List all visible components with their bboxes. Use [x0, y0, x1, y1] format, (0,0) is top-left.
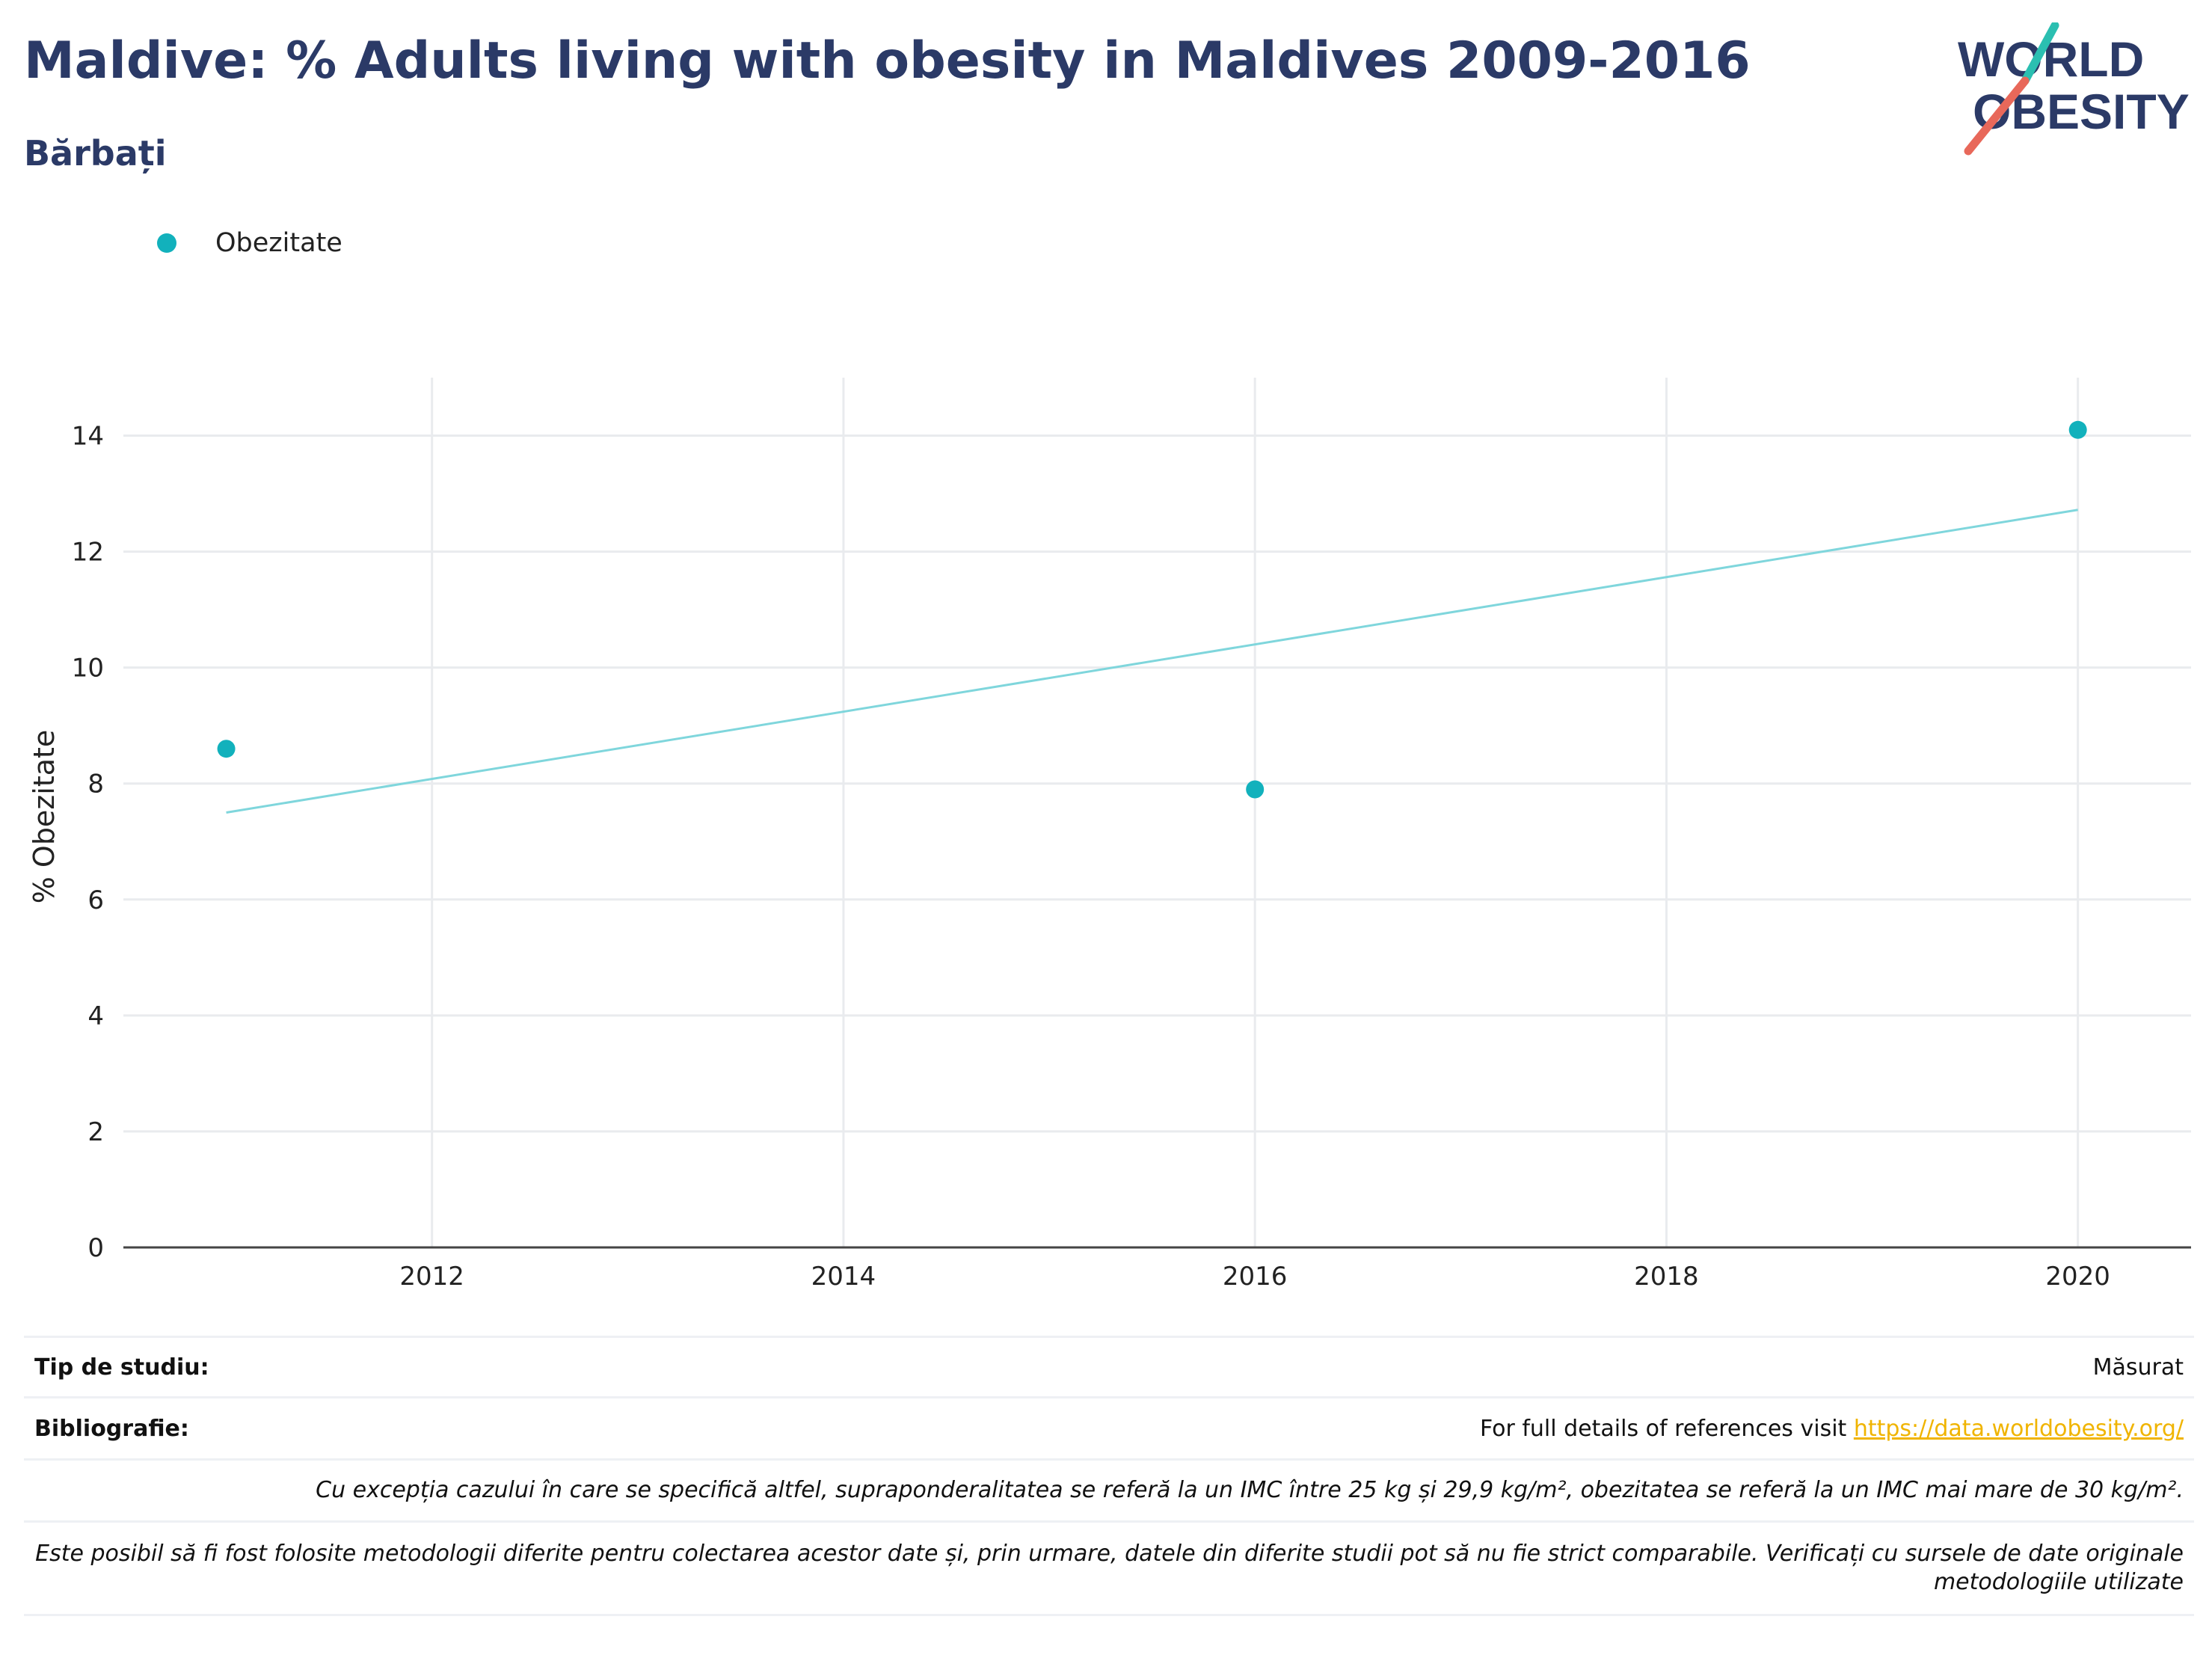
- study-type-row: Tip de studiu: Măsurat: [24, 1336, 2194, 1396]
- y-tick-label: 4: [87, 1001, 104, 1031]
- y-tick-label: 2: [87, 1117, 104, 1147]
- chart-title: Maldive: % Adults living with obesity in…: [24, 31, 1751, 90]
- logo-slash-teal: [2021, 22, 2059, 85]
- y-tick-label: 10: [72, 654, 104, 684]
- scatter-chart: 0 2 4 6 8 10 12 14 2012 2014 2016 2018 2020 % Obezit…: [28, 378, 2191, 1292]
- legend[interactable]: Obezitate: [157, 224, 342, 262]
- study-type-value: Măsurat: [2092, 1354, 2184, 1381]
- world-obesity-logo: WORLD OBESITY: [1958, 22, 2190, 156]
- data-point: [2068, 420, 2087, 439]
- y-tick-label: 6: [87, 885, 104, 915]
- x-tick-label: 2012: [399, 1262, 464, 1292]
- trendline-layer: [226, 509, 2078, 814]
- bmi-note: Cu excepția cazului în care se specifică…: [316, 1477, 2184, 1503]
- bibliography-link[interactable]: https://data.worldobesity.org/: [1853, 1415, 2184, 1442]
- methodology-note-row: Este posibil să fi fost folosite metodol…: [24, 1520, 2194, 1616]
- x-tick-label: 2020: [2045, 1262, 2110, 1292]
- methodology-note: Este posibil să fi fost folosite metodol…: [35, 1541, 2184, 1595]
- bibliography-row: Bibliografie: For full details of refere…: [24, 1396, 2194, 1458]
- x-tick-label: 2016: [1223, 1262, 1288, 1292]
- y-tick-label: 12: [72, 538, 104, 568]
- info-table: Tip de studiu: Măsurat Bibliografie: For…: [24, 1336, 2194, 1616]
- bibliography-text: For full details of references visit: [1479, 1415, 1847, 1442]
- y-tick-label: 14: [72, 422, 104, 452]
- bmi-note-row: Cu excepția cazului în care se specifică…: [24, 1458, 2194, 1520]
- legend-label-obezitate: Obezitate: [215, 228, 342, 258]
- y-tick-label: 0: [87, 1233, 104, 1263]
- trendline: [226, 509, 2078, 814]
- y-axis-title: % Obezitate: [28, 730, 61, 904]
- x-tick-label: 2014: [811, 1262, 876, 1292]
- chart-subtitle: Bărbați: [24, 133, 167, 174]
- bibliography-value: For full details of references visit htt…: [1480, 1416, 2184, 1442]
- legend-marker: [157, 233, 176, 253]
- axes: 0 2 4 6 8 10 12 14 2012 2014 2016 2018 2020: [72, 422, 2191, 1292]
- gridlines: [123, 378, 2191, 1247]
- logo-word-obesity: OBESITY: [1973, 84, 2190, 139]
- study-type-label: Tip de studiu:: [34, 1354, 209, 1381]
- data-point: [1246, 780, 1265, 799]
- data-points: [217, 420, 2087, 799]
- logo-slash-coral: [1964, 76, 2030, 156]
- y-tick-label: 8: [87, 770, 104, 799]
- data-point: [217, 740, 236, 758]
- x-tick-label: 2018: [1634, 1262, 1699, 1292]
- bibliography-label: Bibliografie:: [34, 1415, 189, 1442]
